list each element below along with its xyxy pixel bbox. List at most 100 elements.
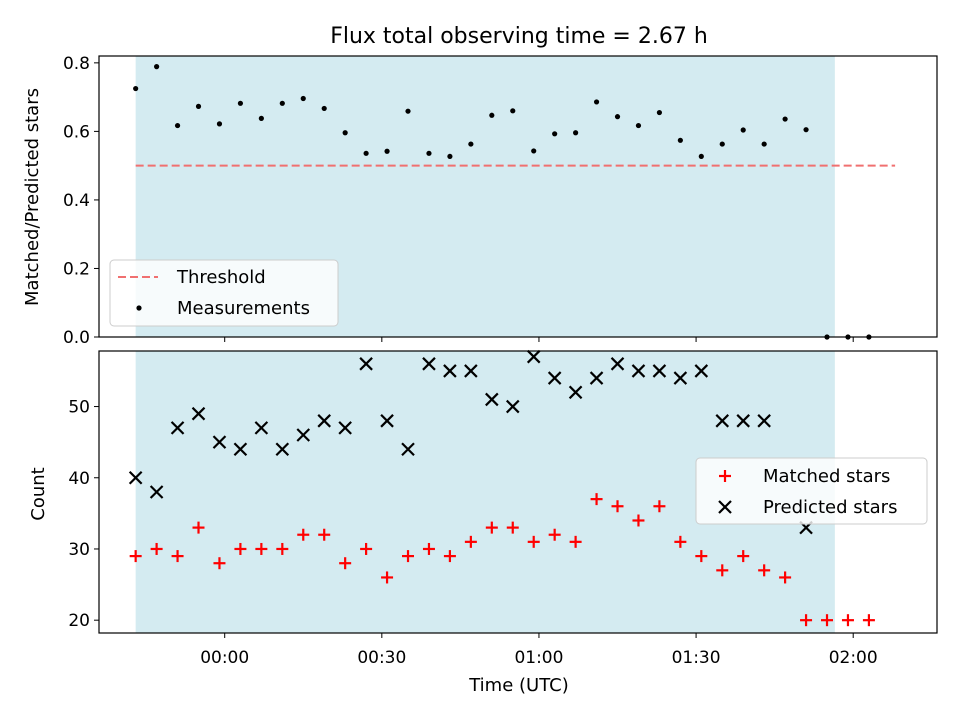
predicted-star-point xyxy=(715,414,730,428)
predicted-star-point xyxy=(128,470,143,485)
measurement-point xyxy=(174,122,181,129)
measurement-point xyxy=(216,121,223,127)
top-panel: 0.00.20.40.60.8 Matched/Predicted stars … xyxy=(22,54,938,348)
measurement-point xyxy=(195,103,202,109)
matched-star-point xyxy=(171,550,184,563)
predicted-star-point xyxy=(485,392,499,407)
top-legend-box xyxy=(109,259,339,327)
measurement-point xyxy=(279,100,285,106)
predicted-star-point xyxy=(296,428,311,442)
matched-star-point xyxy=(276,542,289,555)
measurement-point xyxy=(384,148,390,154)
bottom-x-tick-label: 01:00 xyxy=(514,648,563,668)
measurement-point xyxy=(593,99,600,105)
predicted-star-point xyxy=(338,421,352,435)
predicted-star-point xyxy=(526,349,541,364)
predicted-star-point xyxy=(149,485,164,499)
matched-star-point xyxy=(695,550,708,563)
matched-star-point xyxy=(632,514,645,527)
measurement-point xyxy=(719,141,725,147)
measurement-point xyxy=(447,153,453,160)
predicted-star-point xyxy=(443,364,457,378)
predicted-star-point xyxy=(736,414,750,428)
top-plot-frame xyxy=(98,55,938,338)
predicted-star-point xyxy=(757,414,771,428)
bottom-y-tick-label: 40 xyxy=(68,469,90,489)
top-y-tick-label: 0.0 xyxy=(63,328,90,348)
matched-star-point xyxy=(297,528,310,541)
matched-star-point xyxy=(339,557,352,570)
measurement-point xyxy=(677,137,683,143)
matched-star-point xyxy=(381,571,394,584)
predicted-star-point xyxy=(694,364,709,378)
measurement-point xyxy=(573,130,579,136)
predicted-star-point xyxy=(652,364,667,378)
measurement-point xyxy=(363,150,369,156)
predicted-stars-series xyxy=(128,349,813,535)
measurement-point xyxy=(510,108,516,114)
predicted-star-point xyxy=(568,385,583,400)
predicted-star-point xyxy=(464,364,478,378)
predicted-star-point xyxy=(589,371,604,385)
bottom-x-tick-label: 00:00 xyxy=(200,648,249,668)
top-y-tick-label: 0.4 xyxy=(63,191,90,211)
matched-stars-series xyxy=(129,493,875,627)
bottom-x-tick-label: 01:30 xyxy=(672,648,721,668)
measurement-point xyxy=(614,114,621,120)
legend-matched-swatch xyxy=(719,470,731,482)
legend-measurements-swatch xyxy=(136,305,142,311)
measurement-point xyxy=(761,141,767,147)
measurement-point xyxy=(342,130,348,136)
matched-star-point xyxy=(569,535,582,548)
chart-title: Flux total observing time = 2.67 h xyxy=(330,24,708,49)
measurement-point xyxy=(468,141,474,147)
matched-star-point xyxy=(255,542,268,555)
matched-star-point xyxy=(548,528,561,541)
matched-star-point xyxy=(590,493,603,506)
matched-star-point xyxy=(464,535,477,548)
measurement-point xyxy=(154,64,160,70)
bottom-plot-frame xyxy=(98,350,938,634)
top-y-tick-label: 0.8 xyxy=(63,54,90,74)
predicted-star-point xyxy=(422,357,436,371)
matched-star-point xyxy=(192,521,205,534)
matched-star-point xyxy=(527,535,540,548)
matched-star-point xyxy=(800,614,813,627)
matched-star-point xyxy=(674,535,687,548)
matched-star-point xyxy=(737,550,750,563)
measurement-point xyxy=(133,85,139,92)
predicted-star-point xyxy=(673,371,688,385)
bottom-x-tick-label: 02:00 xyxy=(829,648,878,668)
legend-measurements-label: Measurements xyxy=(177,298,310,319)
measurement-point xyxy=(258,115,264,121)
predicted-star-point xyxy=(275,442,290,457)
predicted-star-point xyxy=(191,406,206,421)
predicted-star-point xyxy=(631,364,646,378)
measurement-point xyxy=(656,109,663,116)
matched-star-point xyxy=(422,542,435,555)
predicted-star-point xyxy=(380,414,394,428)
measurement-point xyxy=(698,153,704,160)
predicted-star-point xyxy=(212,435,227,449)
matched-star-point xyxy=(213,557,226,570)
predicted-star-point xyxy=(254,421,269,435)
top-y-tick-label: 0.6 xyxy=(63,122,90,142)
bottom-y-axis-label: Count xyxy=(28,467,49,520)
bottom-y-tick-label: 20 xyxy=(68,611,90,631)
top-y-tick-label: 0.2 xyxy=(63,259,90,279)
matched-star-point xyxy=(862,614,875,627)
predicted-star-point xyxy=(170,421,185,435)
matched-star-point xyxy=(318,528,331,541)
predicted-star-point xyxy=(359,357,373,371)
measurement-point xyxy=(803,127,809,133)
matched-star-point xyxy=(506,521,519,534)
measurement-point xyxy=(426,150,432,156)
bottom-legend: Matched stars Predicted stars xyxy=(695,457,928,525)
measurement-point xyxy=(489,112,495,118)
bottom-y-tick-label: 50 xyxy=(68,398,90,418)
matched-star-point xyxy=(150,542,163,555)
matched-star-point xyxy=(716,564,729,577)
predicted-star-point xyxy=(505,399,520,414)
